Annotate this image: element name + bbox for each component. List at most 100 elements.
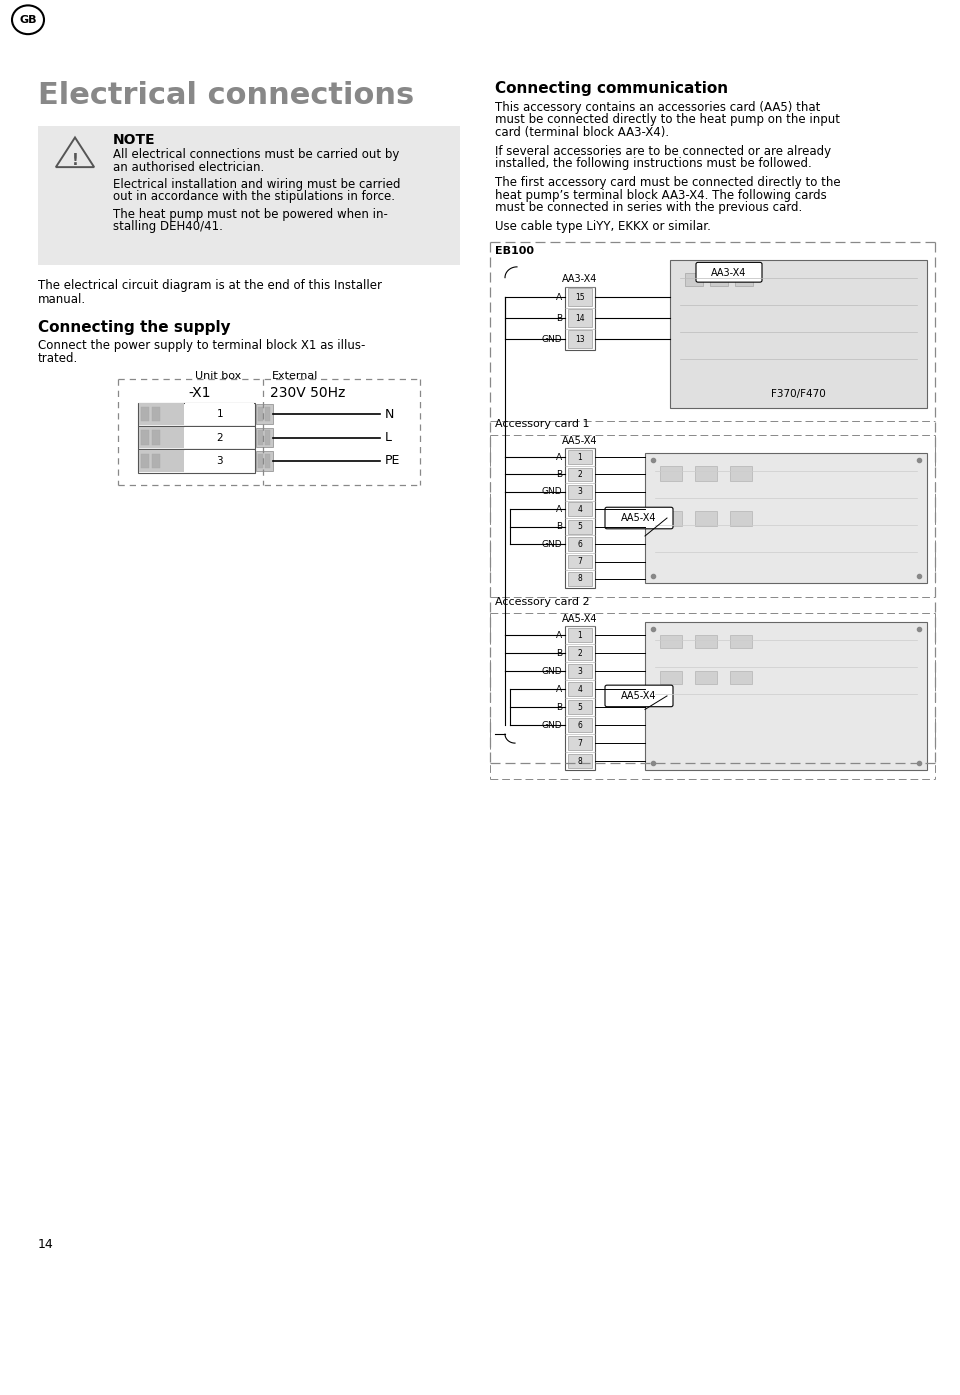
Text: Use cable type LiYY, EKKX or similar.: Use cable type LiYY, EKKX or similar. xyxy=(495,220,710,233)
Bar xyxy=(730,466,752,481)
Text: Connect the power supply to terminal block X1 as illus-: Connect the power supply to terminal blo… xyxy=(38,339,366,352)
Bar xyxy=(670,259,927,407)
Text: B: B xyxy=(556,649,562,658)
Text: B: B xyxy=(556,522,562,531)
Text: AA5-X4: AA5-X4 xyxy=(563,435,598,445)
FancyBboxPatch shape xyxy=(605,685,673,707)
Bar xyxy=(568,502,592,516)
Text: Accessory card 1: Accessory card 1 xyxy=(495,418,589,428)
Text: 8: 8 xyxy=(578,575,583,583)
Text: 5: 5 xyxy=(578,703,583,711)
Bar xyxy=(735,273,753,286)
Bar xyxy=(645,453,927,583)
Bar xyxy=(568,451,592,465)
Text: 1: 1 xyxy=(217,409,224,420)
Bar xyxy=(568,737,592,751)
Text: Electrical installation and wiring must be carried: Electrical installation and wiring must … xyxy=(113,179,400,191)
Text: GB: GB xyxy=(19,15,36,25)
Text: 5: 5 xyxy=(578,522,583,531)
Text: GND: GND xyxy=(541,667,562,675)
Bar xyxy=(710,273,728,286)
Bar xyxy=(568,310,592,326)
Text: Connecting the supply: Connecting the supply xyxy=(38,319,230,335)
Text: Connecting communication: Connecting communication xyxy=(495,81,728,96)
Text: Unit box: Unit box xyxy=(195,371,241,381)
Bar xyxy=(256,451,273,472)
Bar xyxy=(568,753,592,769)
Bar xyxy=(568,331,592,347)
Bar xyxy=(141,407,149,421)
Bar xyxy=(152,407,160,421)
Text: A: A xyxy=(556,452,562,462)
Bar xyxy=(568,537,592,551)
Bar xyxy=(258,431,263,445)
Bar xyxy=(141,431,149,445)
Bar xyxy=(730,635,752,647)
Text: AA5-X4: AA5-X4 xyxy=(563,614,598,624)
Bar xyxy=(695,466,717,481)
Bar xyxy=(258,407,263,421)
Bar xyxy=(139,403,183,425)
Bar xyxy=(568,520,592,534)
Text: 14: 14 xyxy=(38,1239,54,1251)
Text: 4: 4 xyxy=(578,505,583,513)
FancyBboxPatch shape xyxy=(696,262,762,282)
Text: 14: 14 xyxy=(575,314,585,322)
Text: GND: GND xyxy=(541,540,562,548)
FancyBboxPatch shape xyxy=(605,508,673,529)
Text: 1: 1 xyxy=(578,452,583,462)
Bar xyxy=(265,431,270,445)
Text: !: ! xyxy=(72,153,79,169)
Text: 2: 2 xyxy=(217,432,224,442)
Bar xyxy=(695,635,717,647)
Text: manual.: manual. xyxy=(38,293,86,306)
Text: installed, the following instructions must be followed.: installed, the following instructions mu… xyxy=(495,158,812,170)
Text: 7: 7 xyxy=(578,557,583,566)
Bar xyxy=(695,512,717,526)
Bar xyxy=(265,453,270,469)
Bar xyxy=(568,572,592,586)
Bar xyxy=(152,453,160,469)
Text: stalling DEH40/41.: stalling DEH40/41. xyxy=(113,220,223,233)
Text: A: A xyxy=(556,631,562,640)
Text: 2: 2 xyxy=(578,649,583,658)
Text: 2: 2 xyxy=(578,470,583,478)
Bar xyxy=(660,512,682,526)
Bar xyxy=(141,453,149,469)
Text: B: B xyxy=(556,314,562,322)
Text: 3: 3 xyxy=(578,487,583,497)
Bar xyxy=(730,512,752,526)
Bar xyxy=(568,289,592,306)
Text: -X1: -X1 xyxy=(189,386,211,400)
Text: 4: 4 xyxy=(578,685,583,693)
Text: Accessory card 2: Accessory card 2 xyxy=(495,597,589,607)
Bar xyxy=(38,126,460,265)
Bar xyxy=(695,671,717,684)
Text: The first accessory card must be connected directly to the: The first accessory card must be connect… xyxy=(495,176,841,190)
Text: trated.: trated. xyxy=(38,352,79,365)
Bar xyxy=(256,428,273,448)
Bar xyxy=(568,555,592,568)
Bar xyxy=(565,448,595,587)
Text: 6: 6 xyxy=(578,721,583,730)
Bar xyxy=(565,286,595,350)
Text: EB100: EB100 xyxy=(495,246,534,257)
Bar xyxy=(256,405,273,424)
Text: B: B xyxy=(556,470,562,478)
Bar xyxy=(138,449,255,473)
Bar xyxy=(685,273,703,286)
Text: AA5-X4: AA5-X4 xyxy=(621,513,657,523)
Text: PE: PE xyxy=(385,455,400,467)
Text: B: B xyxy=(556,703,562,711)
Text: AA3-X4: AA3-X4 xyxy=(563,273,598,285)
Text: 15: 15 xyxy=(575,293,585,301)
Bar xyxy=(184,427,254,448)
Text: All electrical connections must be carried out by: All electrical connections must be carri… xyxy=(113,148,399,162)
Text: GND: GND xyxy=(541,487,562,497)
Text: The heat pump must not be powered when in-: The heat pump must not be powered when i… xyxy=(113,208,388,220)
Bar xyxy=(184,403,254,425)
Bar xyxy=(265,407,270,421)
Text: must be connected directly to the heat pump on the input: must be connected directly to the heat p… xyxy=(495,113,840,126)
Text: 8: 8 xyxy=(578,756,583,766)
Text: If several accessories are to be connected or are already: If several accessories are to be connect… xyxy=(495,145,831,158)
